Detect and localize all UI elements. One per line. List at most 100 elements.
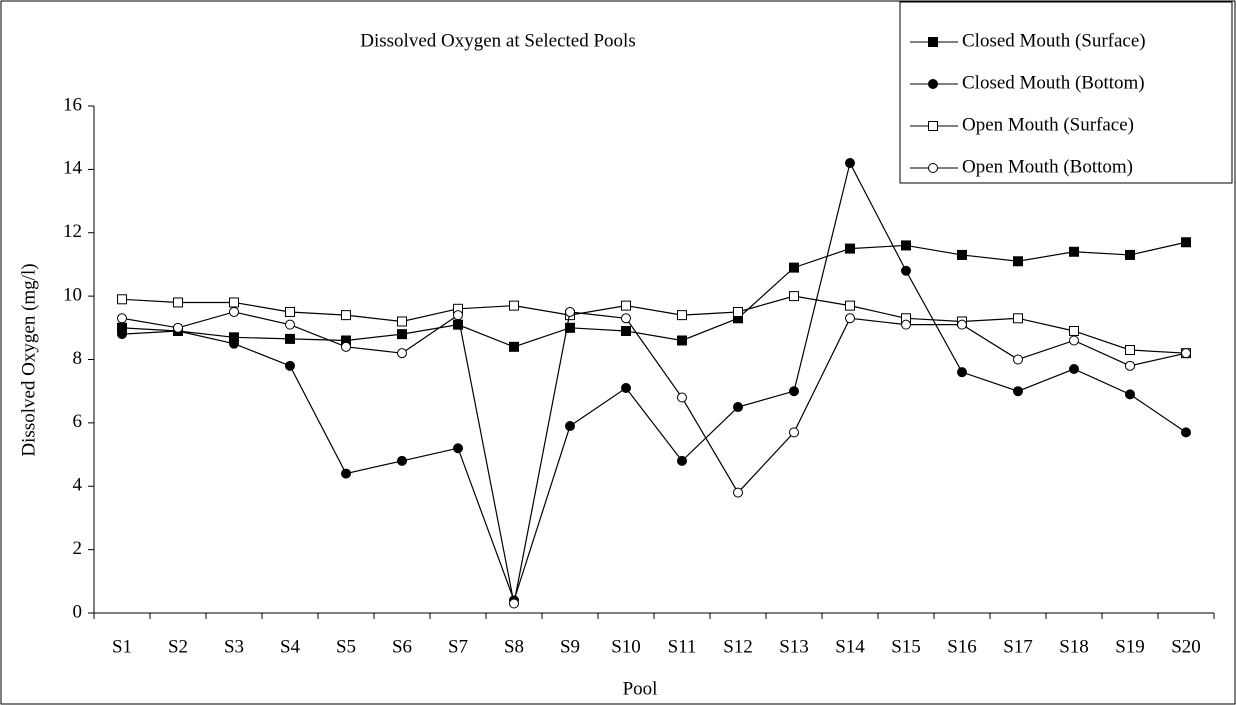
y-tick-label: 16 [63, 94, 82, 115]
data-point [1125, 249, 1135, 260]
data-point [397, 329, 407, 340]
data-point [117, 294, 127, 305]
y-tick-label: 2 [73, 538, 83, 559]
data-point [901, 265, 911, 276]
data-point [789, 262, 799, 273]
data-point [621, 300, 631, 311]
legend-marker [928, 37, 938, 47]
x-tick-label: S9 [560, 636, 580, 657]
data-point [1181, 427, 1191, 438]
data-point [229, 297, 239, 308]
data-point [1013, 313, 1023, 324]
y-tick-label: 0 [73, 601, 83, 622]
series-line [121, 161, 1187, 603]
y-tick-label: 10 [63, 284, 82, 305]
data-point [957, 319, 967, 330]
data-point [509, 300, 519, 311]
data-point [397, 348, 407, 359]
data-point [845, 300, 855, 311]
data-point [285, 333, 295, 344]
y-tick-label: 6 [73, 411, 83, 432]
data-point [565, 421, 575, 432]
data-point [845, 243, 855, 254]
data-point [397, 316, 407, 327]
x-tick-label: S17 [1003, 636, 1033, 657]
y-tick-label: 4 [73, 475, 83, 496]
data-point [789, 427, 799, 438]
data-point [733, 402, 743, 413]
data-point [957, 249, 967, 260]
data-point [1069, 246, 1079, 257]
data-point [397, 455, 407, 466]
data-point [1013, 386, 1023, 397]
legend-label: Closed Mouth (Surface) [962, 30, 1146, 51]
data-point [677, 455, 687, 466]
data-point [1181, 237, 1191, 248]
data-point [341, 310, 351, 321]
data-point [677, 392, 687, 403]
legend-marker [928, 163, 938, 173]
x-tick-label: S20 [1171, 636, 1201, 657]
data-point [173, 297, 183, 308]
data-point [1013, 256, 1023, 267]
x-axis-label: Pool [623, 678, 658, 699]
data-point [285, 360, 295, 371]
x-tick-label: S11 [668, 636, 697, 657]
y-tick-label: 14 [63, 158, 83, 179]
y-axis-label: Dissolved Oxygen (mg/l) [18, 263, 39, 456]
data-point [621, 313, 631, 324]
x-tick-label: S7 [448, 636, 468, 657]
data-point [509, 341, 519, 352]
y-tick-label: 12 [63, 221, 82, 242]
legend-label: Open Mouth (Bottom) [962, 156, 1133, 177]
x-tick-label: S3 [224, 636, 244, 657]
data-point [677, 335, 687, 346]
legend-marker [928, 79, 938, 89]
data-point [901, 319, 911, 330]
data-point [1069, 364, 1079, 375]
data-point [621, 383, 631, 394]
chart-title: Dissolved Oxygen at Selected Pools [360, 30, 635, 51]
x-tick-label: S19 [1115, 636, 1145, 657]
x-tick-label: S8 [504, 636, 524, 657]
data-point [509, 598, 519, 609]
legend-box [899, 1, 1233, 184]
series-line [121, 295, 1187, 354]
x-tick-label: S4 [280, 636, 301, 657]
x-tick-label: S2 [168, 636, 188, 657]
data-point [173, 322, 183, 333]
data-point [285, 306, 295, 317]
data-point [845, 313, 855, 324]
data-point [733, 306, 743, 317]
x-tick-label: S12 [723, 636, 753, 657]
data-point [1069, 335, 1079, 346]
data-point [453, 310, 463, 321]
data-point [1013, 354, 1023, 365]
data-point [789, 386, 799, 397]
x-tick-label: S18 [1059, 636, 1089, 657]
x-tick-label: S1 [112, 636, 132, 657]
data-point [677, 310, 687, 321]
data-point [1125, 389, 1135, 400]
x-tick-label: S6 [392, 636, 412, 657]
data-point [341, 341, 351, 352]
x-tick-label: S13 [779, 636, 809, 657]
x-tick-label: S5 [336, 636, 356, 657]
legend-label: Closed Mouth (Bottom) [962, 72, 1145, 93]
x-tick-label: S10 [611, 636, 641, 657]
data-point [453, 443, 463, 454]
series-line [121, 241, 1187, 348]
x-tick-label: S14 [835, 636, 865, 657]
data-point [117, 313, 127, 324]
data-point [117, 329, 127, 340]
data-point [453, 319, 463, 330]
data-point [229, 306, 239, 317]
data-point [621, 325, 631, 336]
data-point [1125, 360, 1135, 371]
data-point [341, 468, 351, 479]
data-point [1069, 325, 1079, 336]
x-tick-label: S15 [891, 636, 921, 657]
data-point [565, 306, 575, 317]
